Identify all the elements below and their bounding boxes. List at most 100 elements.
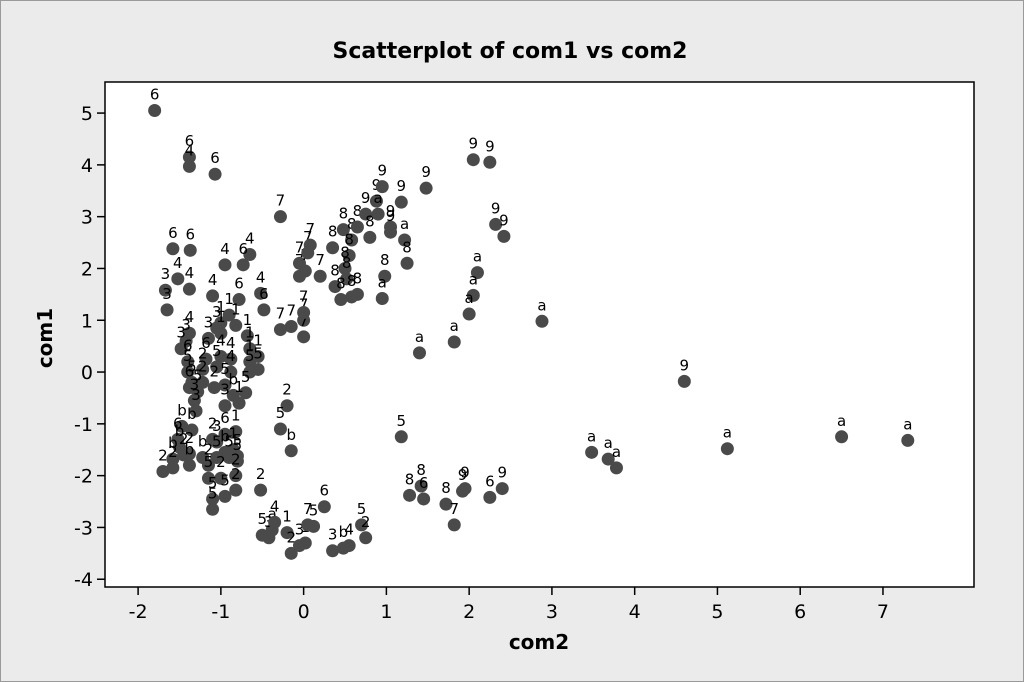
- point-label: a: [268, 505, 277, 523]
- scatter-point: [439, 497, 453, 511]
- point-label: 6: [185, 363, 195, 381]
- point-label: 4: [256, 268, 266, 286]
- point-label: 1: [234, 378, 244, 396]
- point-label: 6: [220, 409, 230, 427]
- point-label: 4: [344, 521, 354, 539]
- point-label: 3: [176, 324, 186, 342]
- point-label: 3: [212, 303, 222, 321]
- point-label: 3: [190, 376, 200, 394]
- scatter-point: [182, 150, 196, 164]
- scatter-point: [210, 451, 224, 465]
- point-label: a: [415, 328, 424, 346]
- point-label: 5: [241, 368, 251, 386]
- point-label: 8: [344, 231, 354, 249]
- x-tick-label: -1: [211, 601, 230, 623]
- scatter-point: [273, 422, 287, 436]
- scatter-point: [483, 490, 497, 504]
- point-label: 9: [421, 163, 431, 181]
- point-label: b: [168, 434, 178, 452]
- point-label: 3: [328, 526, 338, 544]
- point-label: 6: [183, 337, 193, 355]
- point-label: 2: [198, 357, 208, 375]
- scatter-point: [166, 461, 180, 475]
- point-label: 5: [208, 484, 218, 502]
- scatter-point: [207, 381, 221, 395]
- point-label: 7: [295, 238, 305, 256]
- scatter-point: [342, 249, 356, 263]
- point-label: a: [469, 270, 478, 288]
- scatter-point: [239, 386, 253, 400]
- point-label: 7: [299, 287, 309, 305]
- point-label: 9: [386, 207, 396, 225]
- chart-title: Scatterplot of com1 vs com2: [333, 39, 688, 64]
- point-label: 8: [353, 202, 363, 220]
- point-label: b: [175, 422, 185, 440]
- point-label: 1: [245, 337, 255, 355]
- scatter-point: [447, 518, 461, 532]
- point-label: b: [185, 440, 195, 458]
- point-label: 3: [212, 417, 222, 435]
- point-label: 7: [303, 228, 313, 246]
- scatter-point: [345, 233, 359, 247]
- scatter-point: [224, 352, 238, 366]
- point-label: 1: [231, 407, 241, 425]
- scatter-point: [483, 155, 497, 169]
- point-label: 8: [340, 243, 350, 261]
- point-label: 5: [233, 431, 243, 449]
- point-label: 5: [357, 500, 367, 518]
- point-label: 7: [276, 305, 286, 323]
- scatter-point: [175, 419, 189, 433]
- scatter-point: [148, 103, 162, 117]
- point-label: 6: [201, 334, 211, 352]
- y-tick-label: -3: [74, 517, 93, 539]
- scatter-point: [243, 247, 257, 261]
- point-label: a: [465, 289, 474, 307]
- point-label: 6: [320, 482, 330, 500]
- point-label: 8: [353, 269, 363, 287]
- point-label: 5: [224, 433, 234, 451]
- point-label: 6: [259, 285, 269, 303]
- y-axis-label: com1: [33, 308, 57, 368]
- x-axis-label: com2: [509, 630, 569, 654]
- point-label: 6: [168, 224, 178, 242]
- point-label: 6: [185, 132, 195, 150]
- scatter-point: [214, 326, 228, 340]
- x-tick-label: 3: [546, 601, 558, 623]
- point-label: 5: [220, 360, 230, 378]
- point-label: 5: [204, 453, 214, 471]
- scatter-point: [375, 292, 389, 306]
- point-label: 5: [212, 433, 222, 451]
- scatter-point: [466, 153, 480, 167]
- scatter-point: [400, 256, 414, 270]
- point-label: 3: [191, 386, 201, 404]
- scatter-point: [901, 433, 915, 447]
- scatter-point: [206, 502, 220, 516]
- scatter-point: [489, 217, 503, 231]
- scatter-point: [257, 303, 271, 317]
- scatter-point: [535, 314, 549, 328]
- scatter-point: [201, 331, 215, 345]
- scatter-point: [232, 293, 246, 307]
- scatter-point: [284, 444, 298, 458]
- scatter-point: [297, 305, 311, 319]
- scatter-point: [230, 454, 244, 468]
- point-label: b: [339, 523, 349, 541]
- point-label: 8: [416, 461, 426, 479]
- scatter-point: [462, 307, 476, 321]
- scatter-point: [280, 526, 294, 540]
- scatter-point: [243, 342, 257, 356]
- scatter-point: [206, 289, 220, 303]
- scatter-point: [284, 319, 298, 333]
- point-label: 1: [216, 308, 226, 326]
- scatter-point: [182, 447, 196, 461]
- scatter-point: [182, 159, 196, 173]
- point-label: 4: [185, 308, 195, 326]
- point-label: 5: [187, 357, 197, 375]
- point-label: a: [604, 434, 613, 452]
- scatter-point: [174, 342, 188, 356]
- scatter-point: [229, 425, 243, 439]
- scatter-point: [398, 233, 412, 247]
- point-label: 5: [309, 501, 319, 519]
- point-label: 5: [276, 404, 286, 422]
